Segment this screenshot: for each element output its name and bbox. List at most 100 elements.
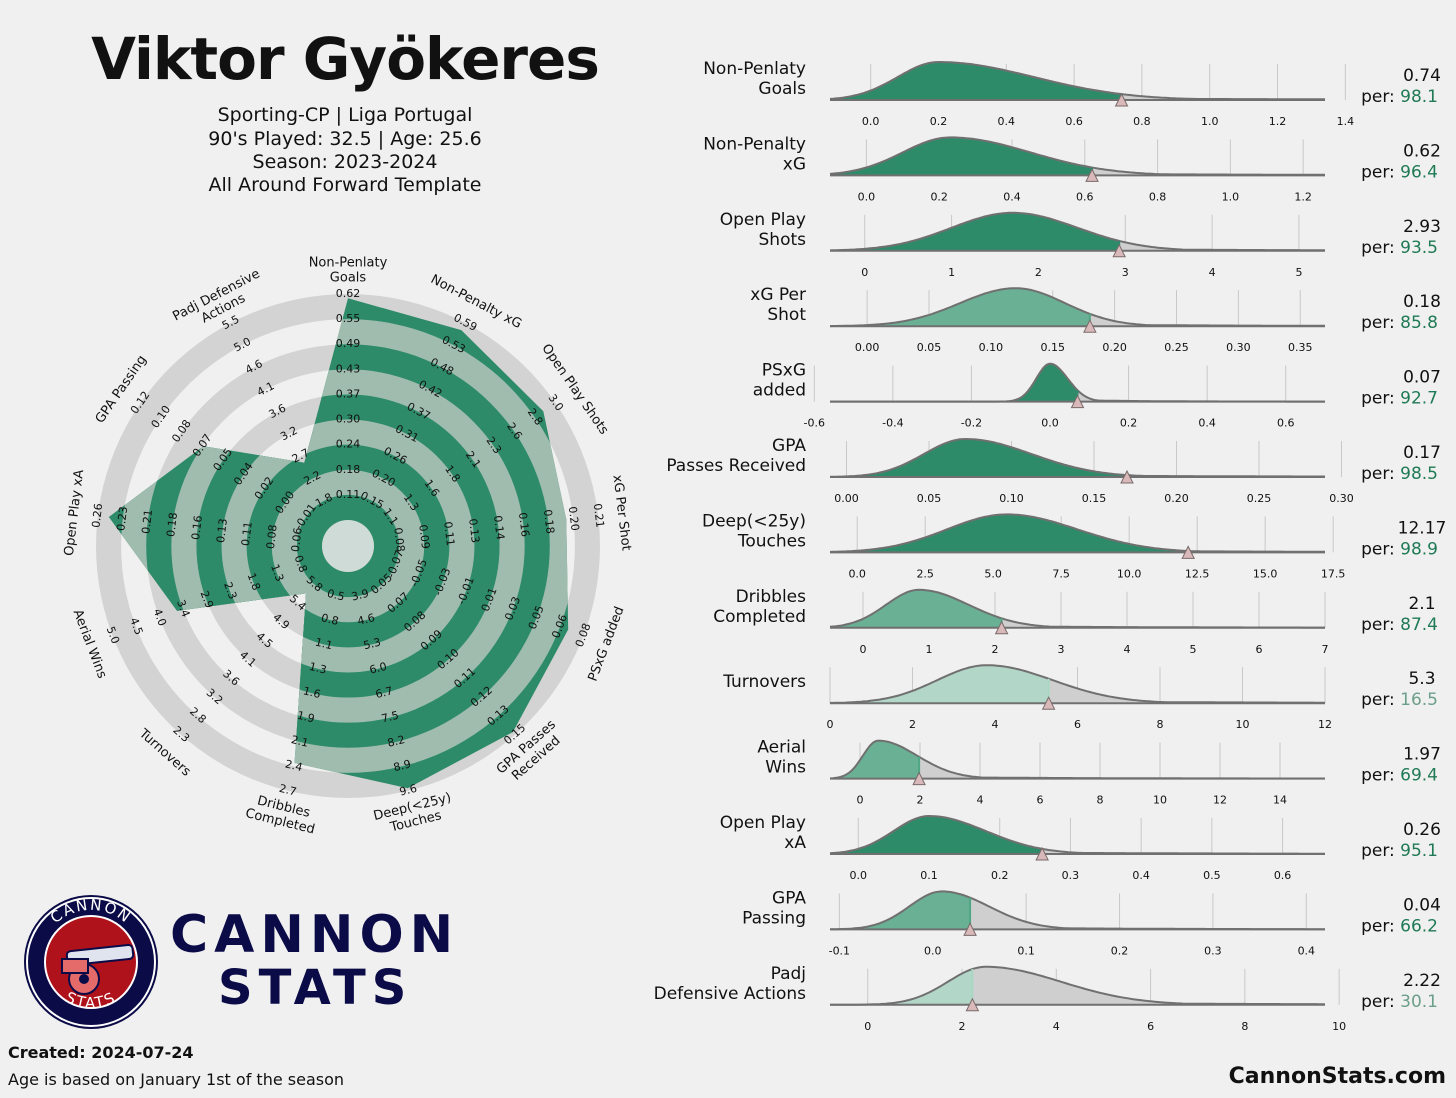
brand-word-1: CANNON — [170, 905, 460, 965]
radar-tick-label: 1.8 — [245, 571, 263, 592]
stat-value: 5.3 — [1408, 669, 1435, 689]
percentile-value: 98.5 — [1400, 464, 1438, 484]
stat-percentile: per: 95.1 — [1361, 841, 1438, 861]
radar-tick-label: 1.1 — [314, 635, 334, 652]
stat-value: 2.22 — [1403, 971, 1441, 991]
tick-label: 0.15 — [1082, 492, 1107, 505]
tick-label: 0.3 — [1204, 944, 1222, 957]
page-title: Viktor Gyökeres — [91, 25, 600, 93]
stat-label-line: Shot — [767, 305, 806, 325]
tick-label: 0.05 — [917, 341, 942, 354]
tick-label: -0.1 — [829, 944, 850, 957]
radar-tick-label: 0.8 — [320, 611, 340, 628]
stat-label-line: GPA — [772, 888, 806, 908]
tick-label: 12.5 — [1185, 567, 1210, 580]
percentile-prefix: per: — [1361, 916, 1400, 936]
density-area-highlight — [830, 665, 1049, 704]
percentile-prefix: per: — [1361, 992, 1400, 1012]
tick-label: 0 — [861, 266, 868, 279]
percentile-prefix: per: — [1361, 162, 1400, 182]
tick-label: 7 — [1322, 643, 1329, 656]
tick-label: 0.4 — [1198, 417, 1216, 430]
radar-axis-label: Aerial Wins — [70, 607, 110, 680]
stat-percentile: per: 85.8 — [1361, 313, 1438, 333]
player-marker — [1181, 545, 1196, 559]
stat-label-line: Passes Received — [666, 456, 806, 476]
percentile-value: 98.1 — [1400, 87, 1438, 107]
percentile-value: 95.1 — [1400, 841, 1438, 861]
percentile-prefix: per: — [1361, 539, 1400, 559]
radar-tick-label: 3.4 — [174, 598, 192, 619]
percentile-value: 85.8 — [1400, 313, 1438, 333]
site-url[interactable]: CannonStats.com — [1228, 1064, 1446, 1089]
density-area-highlight — [830, 589, 1002, 628]
stat-label-line: Deep(<25y) — [702, 511, 806, 531]
stat-percentile: per: 87.4 — [1361, 615, 1438, 635]
stat-value: 12.17 — [1398, 518, 1447, 538]
radar-tick-label: 0.21 — [591, 503, 607, 529]
stat-label: Non-Penlaty Goals — [703, 59, 806, 99]
stat-label: xG Per Shot — [750, 285, 806, 325]
radar-tick-label: 0.09 — [416, 524, 432, 550]
percentile-prefix: per: — [1361, 766, 1400, 786]
stat-value: 0.07 — [1403, 368, 1441, 388]
percentile-prefix: per: — [1361, 238, 1400, 258]
tick-label: 12 — [1213, 794, 1227, 807]
player-marker — [1085, 168, 1099, 182]
stat-label-line: GPA — [772, 436, 806, 456]
tick-label: 6 — [1037, 794, 1044, 807]
tick-label: 0.1 — [1017, 944, 1035, 957]
tick-label: 4 — [992, 718, 999, 731]
tick-label: 0.25 — [1164, 341, 1189, 354]
radar-tick-label: 0.13 — [214, 518, 230, 544]
radar-tick-label: 0.37 — [336, 387, 361, 400]
radar-axis-label: Deep(<25y)Touches — [372, 790, 456, 838]
tick-label: 0.4 — [998, 115, 1016, 128]
radar-tick-label: 1.3 — [308, 660, 328, 677]
radar-tick-label: 0.11 — [336, 488, 361, 501]
radar-tick-label: 2.9 — [198, 589, 216, 610]
radar-axis-label-line: Goals — [330, 271, 367, 286]
stat-percentile: per: 16.5 — [1361, 690, 1438, 710]
radar-tick-label: 0.16 — [516, 512, 532, 538]
tick-label: 6 — [1256, 643, 1263, 656]
radar-tick-label: 2.3 — [221, 580, 239, 601]
radar-tick-label: 0.5 — [326, 587, 346, 604]
radar-axis-label: xG Per Shot — [609, 474, 633, 552]
radar-tick-label: 1.9 — [296, 709, 316, 726]
radar-axis-label-line: PSxG added — [586, 605, 628, 684]
radar-tick-label: 0.11 — [239, 521, 255, 547]
tick-label: -0.6 — [804, 417, 825, 430]
tick-label: 8 — [1241, 1020, 1248, 1033]
tick-label: 0.0 — [1041, 417, 1059, 430]
radar-tick-label: 0.16 — [189, 515, 205, 541]
player-marker — [1120, 469, 1134, 484]
stat-label-line: Padj — [771, 964, 806, 984]
stat-value: 2.1 — [1408, 594, 1435, 614]
player-marker — [963, 922, 977, 936]
tick-label: -0.4 — [882, 417, 903, 430]
tick-label: 0.10 — [999, 492, 1024, 505]
radar-axis-label: Open Play xA — [62, 469, 87, 557]
tick-label: 2.5 — [916, 567, 934, 580]
percentile-value: 96.4 — [1400, 162, 1438, 182]
tick-label: 0.1 — [920, 869, 938, 882]
radar-tick-label: 5.3 — [362, 635, 382, 652]
tick-label: 0.6 — [1274, 869, 1292, 882]
tick-label: 0.35 — [1288, 341, 1313, 354]
stat-label: Deep(<25y) Touches — [702, 511, 806, 551]
tick-label: 0.6 — [1277, 417, 1295, 430]
radar-tick-label: 0.30 — [336, 413, 361, 426]
density-area-highlight — [830, 969, 973, 1005]
tick-label: 2 — [959, 1020, 966, 1033]
stat-label: Aerial Wins — [757, 738, 806, 778]
tick-label: 0.8 — [1149, 190, 1167, 203]
radar-tick-label: 2.4 — [284, 757, 304, 774]
tick-label: 1.2 — [1269, 115, 1287, 128]
stat-value: 0.17 — [1403, 443, 1441, 463]
player-marker — [1083, 319, 1097, 333]
player-marker — [1114, 92, 1129, 107]
stat-value: 1.97 — [1403, 745, 1441, 765]
tick-label: 0.10 — [979, 341, 1004, 354]
tick-label: 5 — [1295, 266, 1302, 279]
